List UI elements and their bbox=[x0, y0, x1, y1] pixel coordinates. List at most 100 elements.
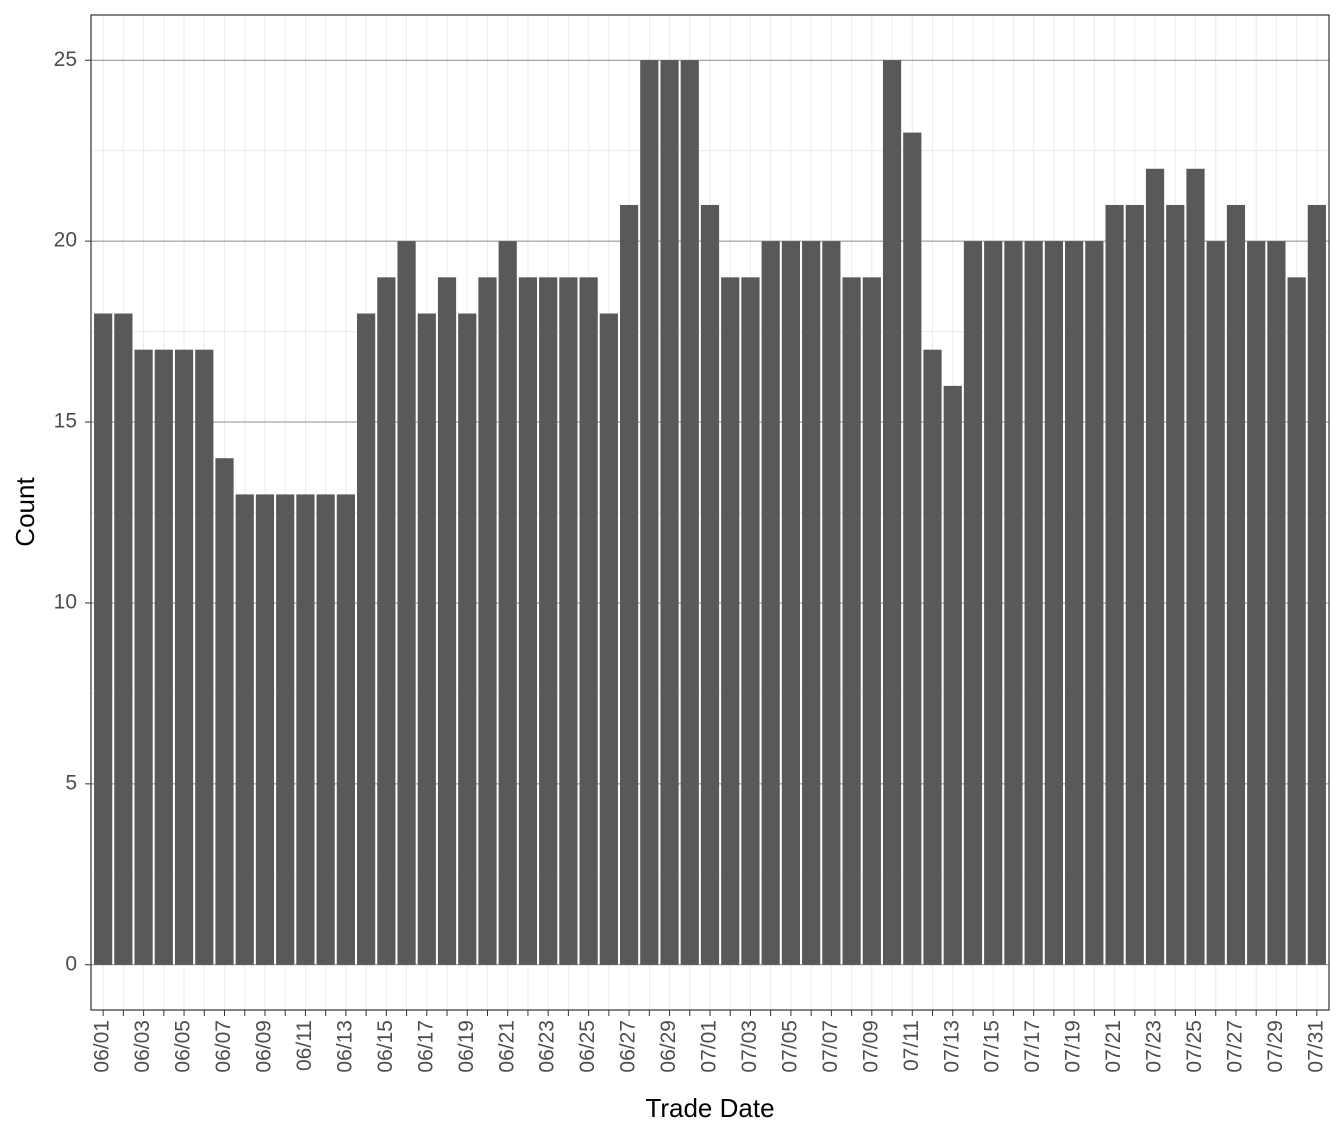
bar bbox=[599, 313, 618, 965]
bar bbox=[579, 277, 598, 965]
y-tick-label: 20 bbox=[54, 229, 77, 252]
bar bbox=[721, 277, 740, 965]
bar bbox=[963, 241, 983, 965]
bar bbox=[154, 349, 173, 965]
bar bbox=[296, 494, 315, 965]
bar bbox=[700, 204, 720, 965]
x-tick-label: 06/17 bbox=[414, 1020, 437, 1073]
x-tick-label: 07/27 bbox=[1223, 1020, 1246, 1073]
bar bbox=[781, 241, 801, 965]
bar bbox=[417, 313, 436, 965]
bar bbox=[316, 494, 335, 965]
bar bbox=[619, 204, 639, 965]
x-tick-label: 07/29 bbox=[1264, 1020, 1287, 1073]
bar bbox=[1186, 168, 1205, 965]
x-tick-label: 07/19 bbox=[1062, 1020, 1085, 1073]
bar bbox=[235, 494, 254, 965]
bar bbox=[842, 277, 861, 965]
bar bbox=[680, 60, 699, 965]
bar bbox=[1044, 241, 1063, 965]
x-tick-label: 06/23 bbox=[536, 1020, 559, 1073]
bar bbox=[114, 313, 133, 965]
bar bbox=[255, 494, 275, 965]
bar bbox=[215, 458, 234, 965]
bar bbox=[923, 349, 942, 965]
bar bbox=[1145, 168, 1165, 965]
bar bbox=[943, 385, 962, 965]
x-tick-label: 06/05 bbox=[172, 1020, 195, 1073]
x-tick-label: 07/17 bbox=[1021, 1020, 1044, 1073]
bar bbox=[357, 313, 376, 965]
x-tick-label: 06/09 bbox=[253, 1020, 276, 1073]
y-tick-label: 0 bbox=[65, 952, 77, 975]
x-tick-label: 06/01 bbox=[91, 1020, 114, 1073]
bar bbox=[336, 494, 355, 965]
bar bbox=[903, 132, 922, 965]
x-tick-label: 06/29 bbox=[657, 1020, 680, 1073]
y-tick-label: 15 bbox=[54, 410, 77, 433]
x-tick-label: 06/19 bbox=[455, 1020, 478, 1073]
bar bbox=[478, 277, 497, 965]
bar bbox=[1307, 204, 1326, 965]
bar bbox=[174, 349, 194, 965]
bar bbox=[134, 349, 153, 965]
bar bbox=[1105, 204, 1124, 965]
bar bbox=[660, 60, 679, 965]
x-tick-label: 07/09 bbox=[859, 1020, 882, 1073]
x-tick-label: 06/07 bbox=[212, 1020, 235, 1073]
y-tick-label: 10 bbox=[54, 591, 77, 614]
bar bbox=[640, 60, 659, 965]
x-tick-label: 06/03 bbox=[131, 1020, 154, 1073]
bar bbox=[1166, 204, 1185, 965]
x-tick-label: 07/07 bbox=[819, 1020, 842, 1073]
bar bbox=[195, 349, 214, 965]
bar bbox=[377, 277, 396, 965]
bar bbox=[458, 313, 477, 965]
x-tick-label: 07/01 bbox=[698, 1020, 721, 1073]
x-tick-label: 07/13 bbox=[940, 1020, 963, 1073]
x-tick-label: 06/13 bbox=[333, 1020, 356, 1073]
bar bbox=[741, 277, 760, 965]
bar bbox=[1226, 204, 1246, 965]
bar bbox=[518, 277, 538, 965]
bar bbox=[397, 241, 416, 965]
x-tick-label: 06/27 bbox=[617, 1020, 640, 1073]
bar bbox=[437, 277, 457, 965]
bar bbox=[822, 241, 841, 965]
bar bbox=[498, 241, 517, 965]
bar bbox=[1267, 241, 1286, 965]
bar bbox=[1247, 241, 1266, 965]
bar bbox=[1024, 241, 1043, 965]
bar bbox=[984, 241, 1003, 965]
bar bbox=[539, 277, 558, 965]
bar bbox=[882, 60, 902, 965]
x-tick-label: 07/31 bbox=[1304, 1020, 1327, 1073]
y-tick-label: 25 bbox=[54, 48, 77, 71]
bar bbox=[1085, 241, 1104, 965]
x-tick-label: 07/11 bbox=[900, 1020, 923, 1071]
bar bbox=[94, 313, 113, 965]
bar bbox=[802, 241, 821, 965]
x-tick-label: 06/21 bbox=[495, 1020, 518, 1073]
x-tick-label: 07/23 bbox=[1143, 1020, 1166, 1073]
x-tick-label: 07/03 bbox=[738, 1020, 761, 1073]
x-axis-title: Trade Date bbox=[645, 1093, 774, 1123]
y-axis-title: Count bbox=[10, 477, 40, 547]
bar bbox=[1065, 241, 1084, 965]
panel-border bbox=[90, 14, 1330, 1011]
bar bbox=[1287, 277, 1306, 965]
x-tick-label: 07/21 bbox=[1102, 1020, 1125, 1073]
x-tick-label: 06/25 bbox=[576, 1020, 599, 1073]
x-tick-label: 06/11 bbox=[293, 1020, 316, 1071]
bar bbox=[1004, 241, 1023, 965]
bar bbox=[1125, 204, 1144, 965]
x-tick-label: 07/15 bbox=[981, 1020, 1004, 1073]
y-tick-label: 5 bbox=[65, 771, 77, 794]
x-tick-label: 06/15 bbox=[374, 1020, 397, 1073]
x-tick-label: 07/25 bbox=[1183, 1020, 1206, 1073]
bar bbox=[761, 241, 780, 965]
bar bbox=[276, 494, 295, 965]
bar bbox=[559, 277, 578, 965]
bar bbox=[862, 277, 881, 965]
